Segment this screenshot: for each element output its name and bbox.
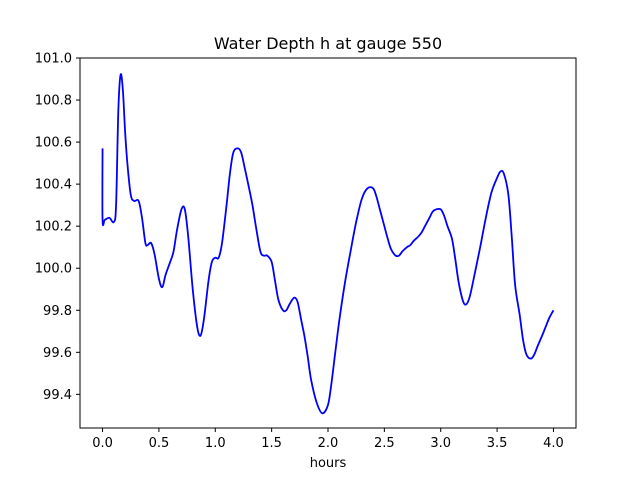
series-line-0 (101, 73, 555, 415)
x-tick-label: 3.5 (487, 436, 508, 451)
y-tick-label: 99.4 (43, 388, 72, 403)
x-tick-label: 2.5 (374, 436, 395, 451)
chart-title: Water Depth h at gauge 550 (214, 34, 442, 53)
y-tick-label: 100.2 (35, 220, 72, 235)
y-tick-label: 100.6 (35, 136, 72, 151)
x-tick-label: 0.5 (149, 436, 170, 451)
y-tick-label: 101.0 (35, 52, 72, 67)
y-tick-label: 99.6 (43, 346, 72, 361)
y-axis-ticks: 99.4 99.6 99.8 100.0 100.2 100.4 100.6 100.8 101… (35, 52, 80, 403)
y-tick-label: 100.0 (35, 262, 72, 277)
y-tick-label: 100.4 (35, 178, 72, 193)
y-tick-label: 99.8 (43, 304, 72, 319)
series-layer (101, 73, 555, 415)
plot-frame (79, 57, 577, 429)
x-tick-label: 1.0 (205, 436, 226, 451)
x-tick-label: 3.0 (430, 436, 451, 451)
x-axis-label: hours (310, 456, 347, 471)
x-tick-label: 2.0 (318, 436, 339, 451)
x-tick-label: 0.0 (92, 436, 113, 451)
x-tick-label: 4.0 (543, 436, 564, 451)
x-tick-label: 1.5 (261, 436, 282, 451)
plot-area (80, 58, 576, 428)
y-tick-label: 100.8 (35, 94, 72, 109)
x-axis-ticks: 0.0 0.5 1.0 1.5 2.0 2.5 3.0 3.5 4.0 (92, 428, 564, 451)
